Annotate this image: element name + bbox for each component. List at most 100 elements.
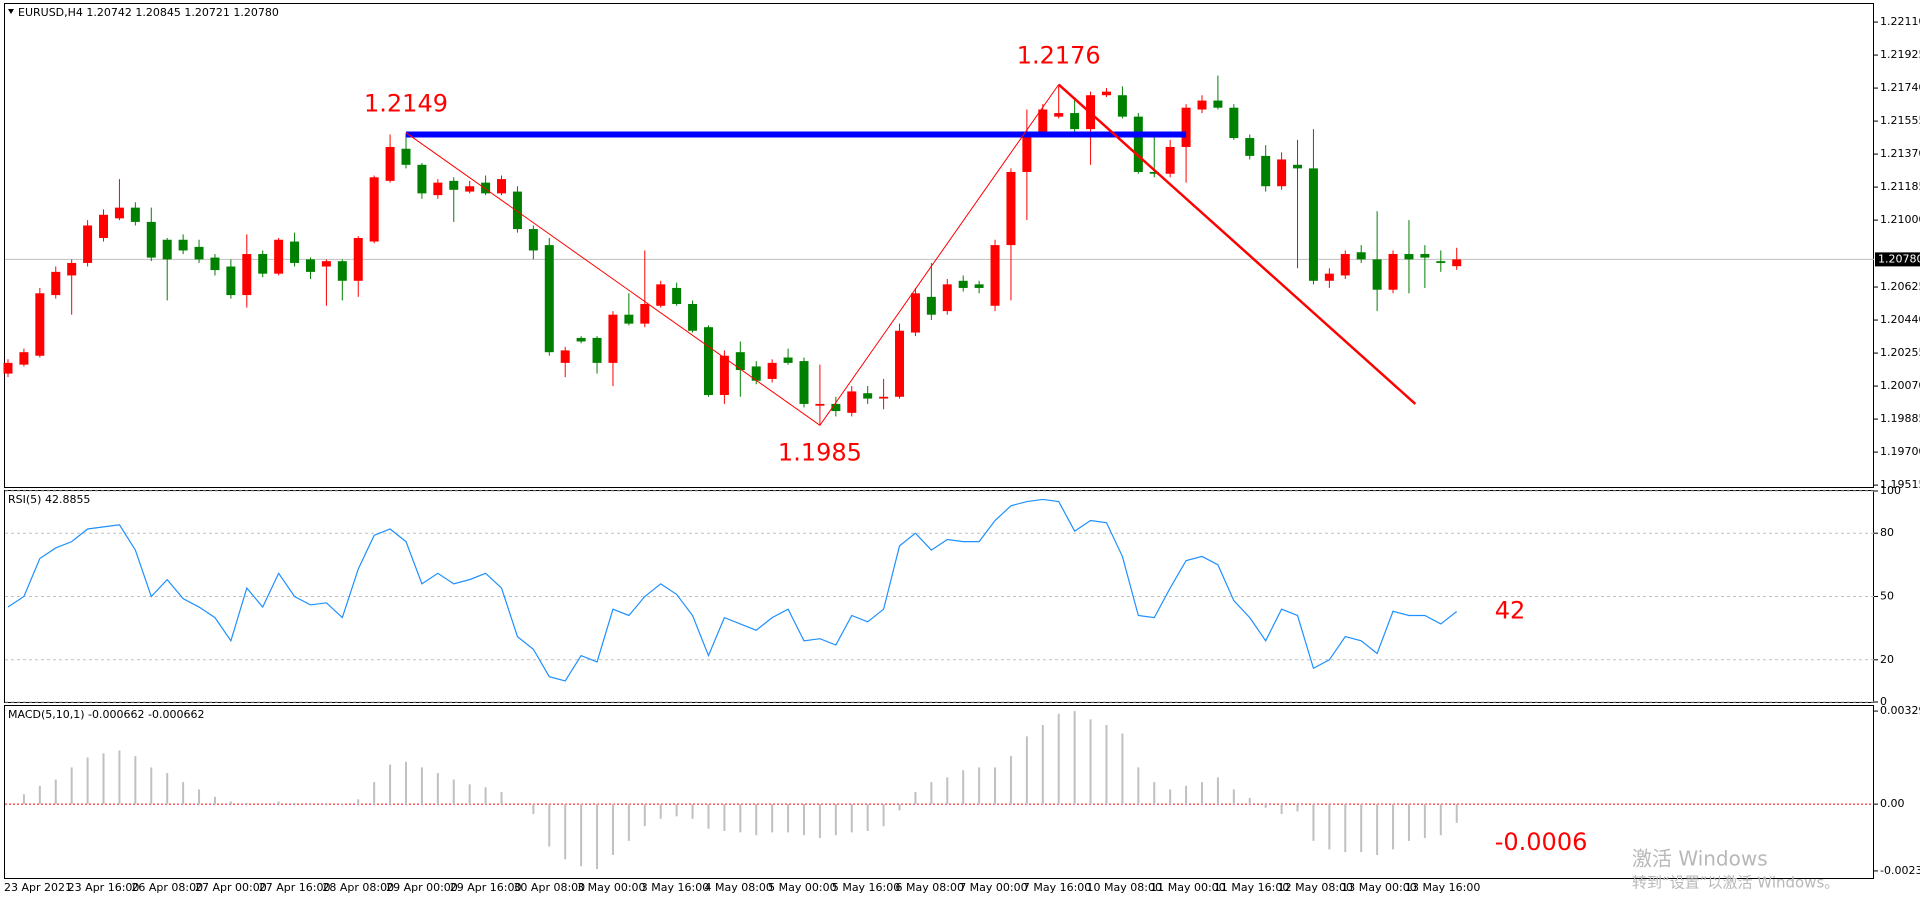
- histogram-bar: [293, 803, 296, 805]
- histogram-bar: [436, 773, 439, 805]
- histogram-bar: [564, 804, 567, 860]
- histogram-bar: [229, 801, 232, 805]
- candle-body: [1133, 116, 1143, 172]
- candle-body: [942, 284, 952, 312]
- x-tick-label: 30 Apr 08:00: [513, 881, 585, 894]
- candle-body: [640, 303, 650, 324]
- histogram-bar: [850, 804, 853, 833]
- histogram-bar: [723, 804, 726, 831]
- histogram-bar: [1328, 804, 1331, 850]
- histogram-bar: [341, 803, 344, 805]
- candle-body: [83, 225, 93, 263]
- y-tick-label: 1.21000: [1880, 213, 1920, 226]
- histogram-bar: [1423, 804, 1426, 839]
- candle-body: [162, 239, 172, 260]
- zigzag-line: [405, 84, 1060, 427]
- candle-body: [1388, 254, 1398, 290]
- histogram-bar: [1105, 725, 1108, 805]
- candle-body: [926, 296, 936, 315]
- candle-body: [751, 366, 761, 381]
- x-tick-label: 27 Apr 00:00: [195, 881, 267, 894]
- histogram-bar: [245, 803, 248, 805]
- histogram-bar: [914, 792, 917, 805]
- candle-body: [1245, 138, 1255, 156]
- candle-body: [688, 303, 698, 331]
- histogram-bar: [166, 773, 169, 805]
- candle-body: [99, 214, 109, 238]
- candle-body: [146, 221, 156, 258]
- histogram-bar: [1344, 804, 1347, 853]
- candle-body: [1006, 171, 1016, 246]
- price-panel-frame: [4, 3, 1874, 488]
- candle-body: [35, 293, 45, 356]
- candle-body: [1022, 132, 1032, 172]
- histogram-bar: [500, 792, 503, 805]
- candle-body: [1149, 171, 1159, 174]
- histogram-bar: [118, 750, 121, 805]
- candle-body: [290, 241, 300, 263]
- candle-body: [958, 280, 968, 288]
- candle-body: [401, 148, 411, 165]
- candle-body: [1324, 273, 1334, 281]
- histogram-bar: [86, 757, 89, 805]
- y-tick-label: 0.00: [1880, 797, 1905, 810]
- x-tick-label: 3 May 00:00: [577, 881, 645, 894]
- candle-body: [194, 246, 204, 260]
- y-tick-label: -0.002364: [1880, 864, 1920, 877]
- candle-body: [114, 207, 124, 219]
- macd-panel-frame: [4, 705, 1874, 879]
- histogram-bar: [389, 764, 392, 805]
- histogram-bar: [898, 804, 901, 811]
- x-tick-label: 7 May 00:00: [959, 881, 1027, 894]
- histogram-bar: [373, 782, 376, 805]
- histogram-bar: [803, 804, 805, 836]
- candle-body: [1117, 95, 1127, 117]
- histogram-bar: [611, 804, 614, 855]
- histogram-bar: [1009, 756, 1012, 805]
- histogram-bar: [182, 782, 185, 805]
- histogram-bar: [38, 785, 41, 805]
- candle-body: [305, 259, 315, 272]
- y-tick-label: 100: [1880, 484, 1901, 497]
- candle-body: [497, 179, 507, 194]
- x-tick-label: 11 May 00:00: [1150, 881, 1225, 894]
- histogram-bar: [1376, 804, 1379, 855]
- candle-body: [1420, 254, 1430, 258]
- candle-body: [3, 362, 13, 374]
- candle-body: [910, 293, 920, 333]
- histogram-bar: [1296, 804, 1299, 812]
- x-tick-label: 7 May 16:00: [1023, 881, 1091, 894]
- histogram-bar: [1232, 789, 1235, 805]
- candle-body: [1229, 107, 1239, 139]
- histogram-bar: [134, 756, 137, 805]
- histogram-bar: [659, 804, 662, 819]
- candle-body: [1165, 146, 1175, 174]
- menu-triangle[interactable]: [8, 9, 14, 14]
- histogram-bar: [787, 804, 790, 833]
- histogram-bar: [1041, 725, 1044, 805]
- indicator-annotation: -0.0006: [1495, 828, 1588, 856]
- y-tick-label: 20: [1880, 653, 1894, 666]
- candle-body: [767, 362, 777, 379]
- y-tick-label: 0: [1880, 695, 1887, 708]
- candle-body: [1436, 261, 1446, 263]
- candle-body: [512, 191, 522, 230]
- histogram-bar: [675, 804, 678, 817]
- candle-body: [242, 254, 252, 296]
- histogram-bar: [277, 801, 280, 805]
- candle-body: [1101, 91, 1111, 96]
- candle-body: [465, 186, 475, 192]
- candle-body: [1070, 113, 1080, 130]
- histogram-bar: [1455, 804, 1458, 823]
- y-tick-label: 1.19700: [1880, 445, 1920, 458]
- x-tick-label: 29 Apr 16:00: [450, 881, 522, 894]
- candle-body: [815, 403, 825, 406]
- x-tick-label: 12 May 08:00: [1278, 881, 1353, 894]
- candle-body: [1277, 159, 1287, 187]
- x-tick-label: 29 Apr 00:00: [386, 881, 458, 894]
- histogram-bar: [707, 804, 710, 829]
- candle-body: [1356, 252, 1366, 260]
- panel-title: EURUSD,H4 1.20742 1.20845 1.20721 1.2078…: [18, 6, 279, 19]
- histogram-bar: [357, 799, 360, 805]
